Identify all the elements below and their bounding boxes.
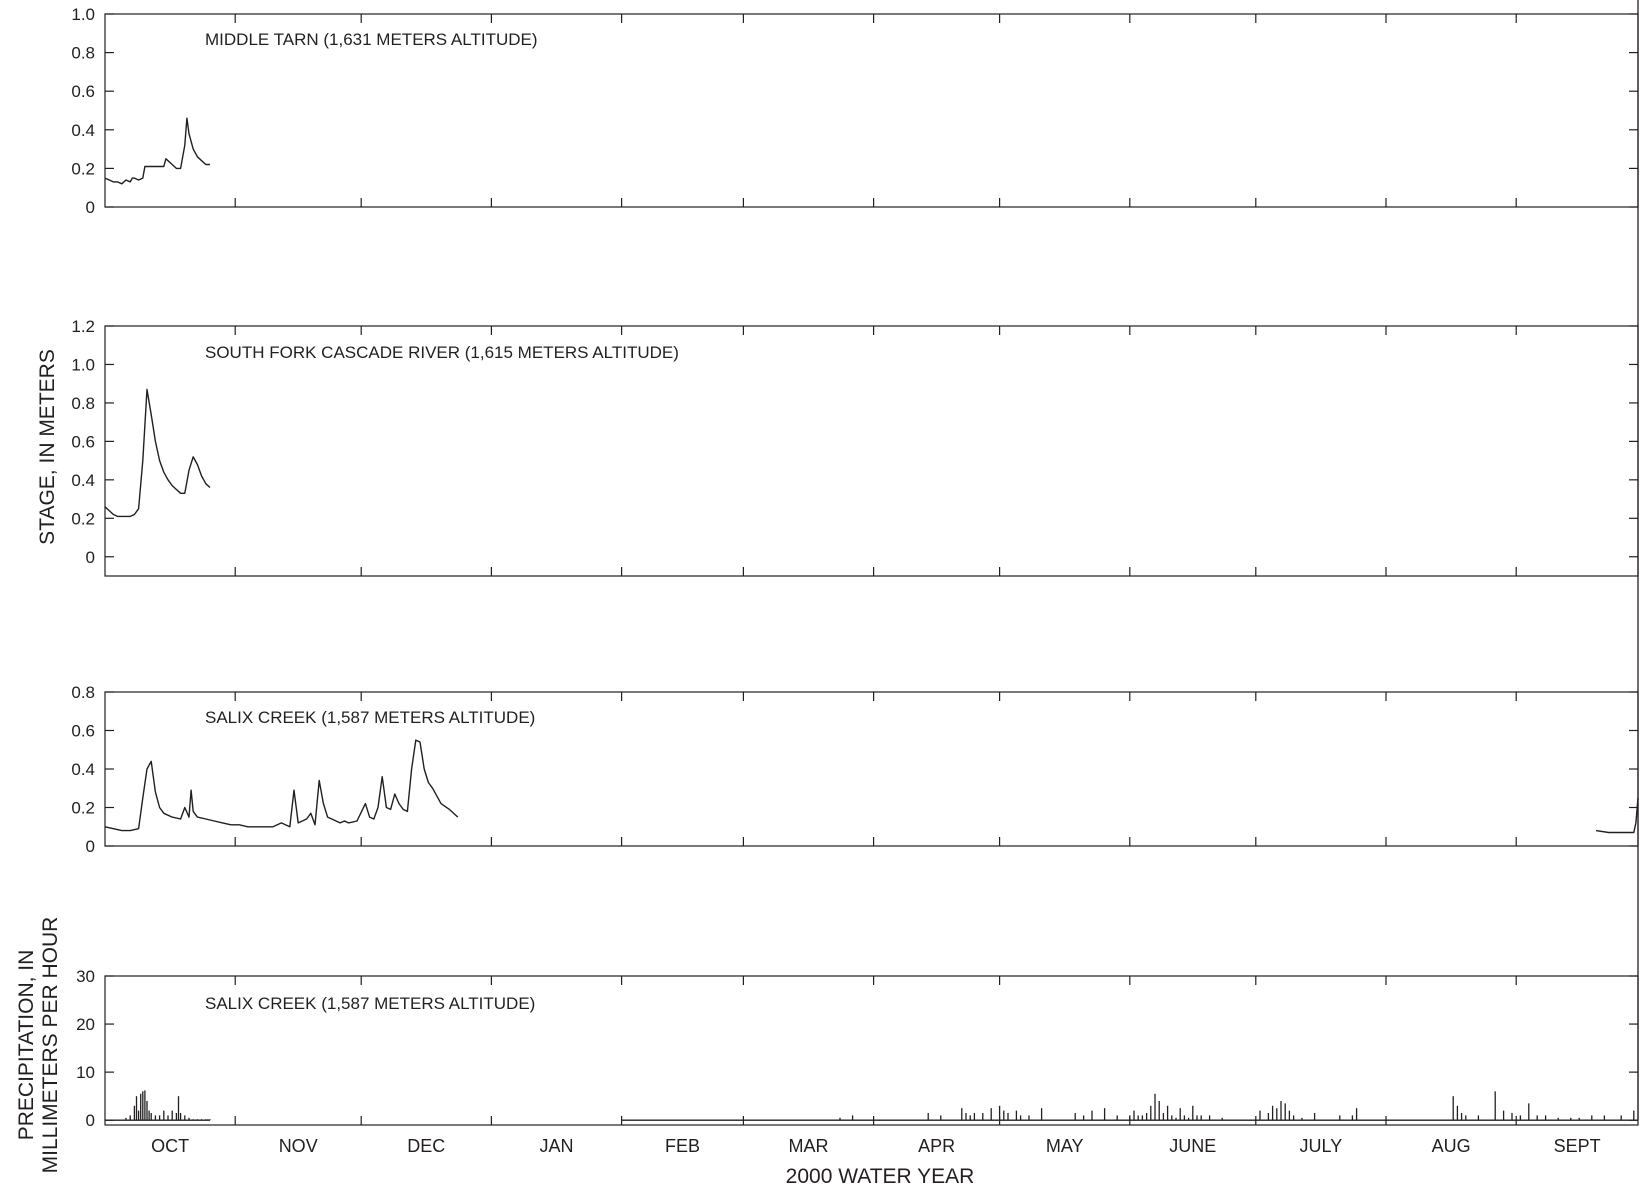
panel-title-south-fork-cascade: SOUTH FORK CASCADE RIVER (1,615 METERS A… [205, 343, 679, 362]
stage-series-line [104, 739, 459, 832]
panel-south-fork-cascade: SOUTH FORK CASCADE RIVER (1,615 METERS A… [71, 317, 1639, 577]
panel-salix-creek-precip: SALIX CREEK (1,587 METERS ALTITUDE) 0 10 2… [76, 0, 1639, 1130]
y-tick-label: 0.8 [71, 44, 95, 63]
month-label-june: JUNE [1169, 1136, 1216, 1156]
y-tick-label: 0.4 [71, 121, 95, 140]
y-tick-label: 1.2 [71, 317, 95, 336]
month-label-july: JULY [1300, 1136, 1343, 1156]
y-tick-label: 0 [86, 548, 95, 567]
y-tick-label: 0.4 [71, 760, 95, 779]
month-label-feb: FEB [665, 1136, 700, 1156]
y-tick-label: 10 [76, 1063, 95, 1082]
y-tick-label: 0.2 [71, 799, 95, 818]
month-label-apr: APR [918, 1136, 955, 1156]
precip-axis-title-line-1: PRECIPITATION, IN [15, 950, 38, 1141]
y-tick-label: 0.2 [71, 159, 95, 178]
y-tick-label: 0 [86, 198, 95, 217]
y-tick-label: 0.8 [71, 683, 95, 702]
panel-middle-tarn: MIDDLE TARN (1,631 METERS ALTITUDE) 0 0.2… [71, 5, 1639, 217]
y-tick-label: 0.6 [71, 82, 95, 101]
month-label-nov: NOV [279, 1136, 318, 1156]
plot-frame [104, 325, 1639, 577]
panel-title-salix-creek-stage: SALIX CREEK (1,587 METERS ALTITUDE) [205, 708, 535, 727]
y-tick-label: 0 [86, 1111, 95, 1130]
panel-salix-creek-stage: SALIX CREEK (1,587 METERS ALTITUDE) 0 0.2… [71, 683, 1639, 856]
y-tick-label: 0.2 [71, 509, 95, 528]
precip-axis-title: PRECIPITATION, INMILLIMETERS PER HOUR [15, 917, 62, 1174]
panel-title-salix-creek-precip: SALIX CREEK (1,587 METERS ALTITUDE) [205, 994, 535, 1013]
month-label-oct: OCT [151, 1136, 189, 1156]
stage-series-line [104, 388, 211, 518]
y-tick-label: 30 [76, 967, 95, 986]
y-tick-label: 1.0 [71, 5, 95, 24]
y-tick-label: 20 [76, 1015, 95, 1034]
y-tick-label: 0.4 [71, 471, 95, 490]
month-labels: OCT NOV DEC JAN FEB MAR APR MAY JUNE JULY AUG SEPT [151, 1136, 1601, 1156]
stage-series-line [1595, 797, 1639, 834]
month-label-mar: MAR [789, 1136, 829, 1156]
y-tick-label: 1.0 [71, 355, 95, 374]
month-label-dec: DEC [407, 1136, 445, 1156]
month-label-sept: SEPT [1554, 1136, 1601, 1156]
month-label-may: MAY [1046, 1136, 1084, 1156]
y-tick-label: 0.6 [71, 722, 95, 741]
y-tick-label: 0 [86, 837, 95, 856]
stage-axis-title: STAGE, IN METERS [36, 349, 59, 545]
precip-axis-title-line-2: MILLIMETERS PER HOUR [39, 917, 62, 1174]
month-label-aug: AUG [1432, 1136, 1471, 1156]
panel-title-middle-tarn: MIDDLE TARN (1,631 METERS ALTITUDE) [205, 30, 538, 49]
y-tick-label: 0.6 [71, 432, 95, 451]
stage-series-line [104, 117, 210, 185]
x-axis-title: 2000 WATER YEAR [786, 1165, 975, 1188]
y-tick-label: 0.8 [71, 394, 95, 413]
month-label-jan: JAN [539, 1136, 573, 1156]
